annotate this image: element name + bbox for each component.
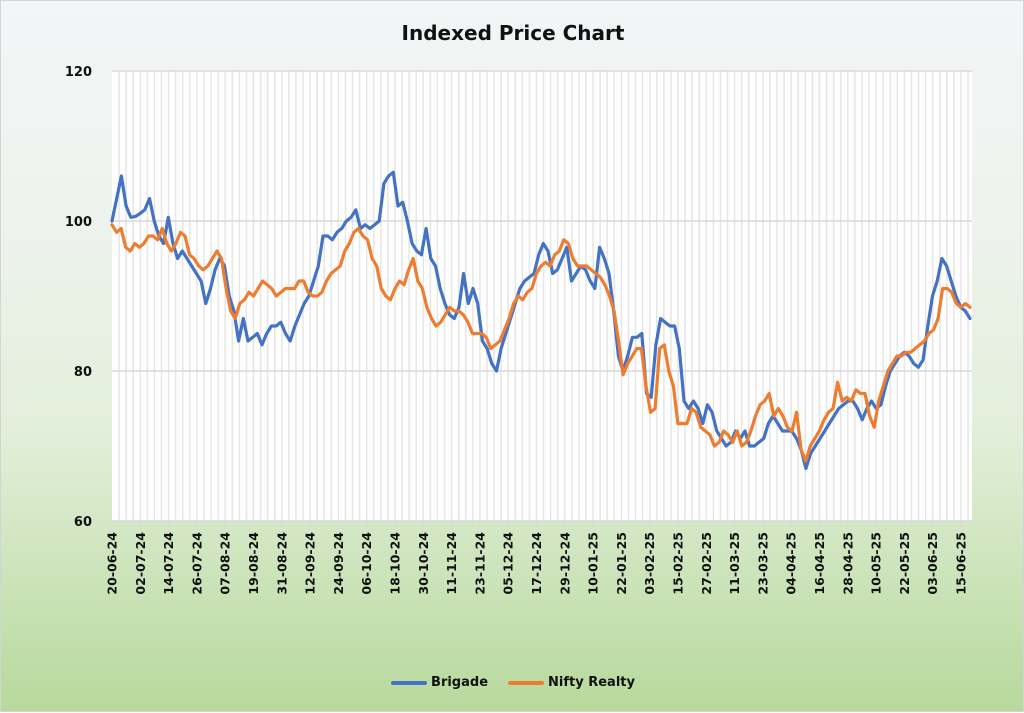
x-tick-label: 26-07-24 (189, 532, 204, 595)
x-tick-label: 14-07-24 (161, 532, 176, 595)
horizontal-gridlines (112, 70, 972, 522)
x-tick-label: 07-08-24 (218, 532, 233, 595)
legend-item-nifty-realty: Nifty Realty (508, 675, 635, 690)
legend-swatch-brigade (391, 680, 428, 685)
legend-label-nifty-realty: Nifty Realty (548, 675, 635, 690)
legend: Brigade Nifty Realty (1, 675, 1024, 690)
x-tick-label: 10-01-25 (586, 532, 601, 595)
vertical-gridlines (118, 71, 969, 521)
series-line-nifty-realty (110, 223, 972, 463)
x-tick-label: 23-03-25 (755, 532, 770, 595)
x-tick-label: 23-11-24 (472, 532, 487, 595)
x-tick-label: 03-02-25 (642, 532, 657, 595)
x-tick-label: 29-12-24 (557, 532, 572, 595)
x-axis-tick-labels: 20-06-24 02-07-24 14-07-24 26-07-24 07-08-24… (105, 521, 969, 595)
x-tick-label: 31-08-24 (274, 532, 289, 595)
x-tick-label: 17-12-24 (529, 532, 544, 595)
y-axis-tick-labels: 60 80 100 120 (65, 65, 92, 530)
y-tick-label: 100 (65, 215, 92, 230)
y-tick-label: 80 (74, 365, 92, 380)
x-tick-label: 11-11-24 (444, 532, 459, 595)
x-tick-label: 30-10-24 (416, 532, 431, 595)
x-tick-label: 06-10-24 (359, 532, 374, 595)
chart-title: Indexed Price Chart (401, 21, 625, 45)
x-tick-label: 22-01-25 (614, 532, 629, 595)
legend-item-brigade: Brigade (391, 675, 488, 690)
x-tick-label: 22-05-25 (897, 532, 912, 595)
x-tick-label: 02-07-24 (133, 532, 148, 595)
series-line-brigade (110, 170, 972, 471)
x-tick-label: 15-06-25 (954, 532, 969, 595)
series-lines (110, 170, 972, 471)
x-tick-label: 12-09-24 (303, 532, 318, 595)
x-tick-label: 11-03-25 (727, 532, 742, 595)
x-tick-label: 15-02-25 (671, 532, 686, 595)
x-tick-label: 05-12-24 (501, 532, 516, 595)
x-tick-label: 19-08-24 (246, 532, 261, 595)
legend-label-brigade: Brigade (431, 675, 489, 690)
y-tick-label: 60 (74, 515, 92, 530)
x-tick-label: 28-04-25 (840, 532, 855, 595)
x-tick-label: 20-06-24 (105, 532, 120, 595)
x-tick-label: 24-09-24 (331, 532, 346, 595)
plot-background (112, 71, 972, 521)
legend-swatch-nifty-realty (508, 680, 545, 685)
x-tick-label: 18-10-24 (388, 532, 403, 595)
x-tick-label: 03-06-25 (925, 532, 940, 595)
x-tick-label: 16-04-25 (812, 532, 827, 595)
y-tick-label: 120 (65, 65, 92, 80)
x-tick-label: 27-02-25 (699, 532, 714, 595)
x-tick-label: 04-04-25 (784, 532, 799, 595)
x-tick-label: 10-05-25 (869, 532, 884, 595)
